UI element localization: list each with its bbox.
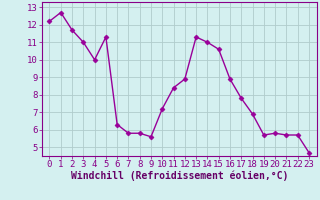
X-axis label: Windchill (Refroidissement éolien,°C): Windchill (Refroidissement éolien,°C)	[70, 171, 288, 181]
